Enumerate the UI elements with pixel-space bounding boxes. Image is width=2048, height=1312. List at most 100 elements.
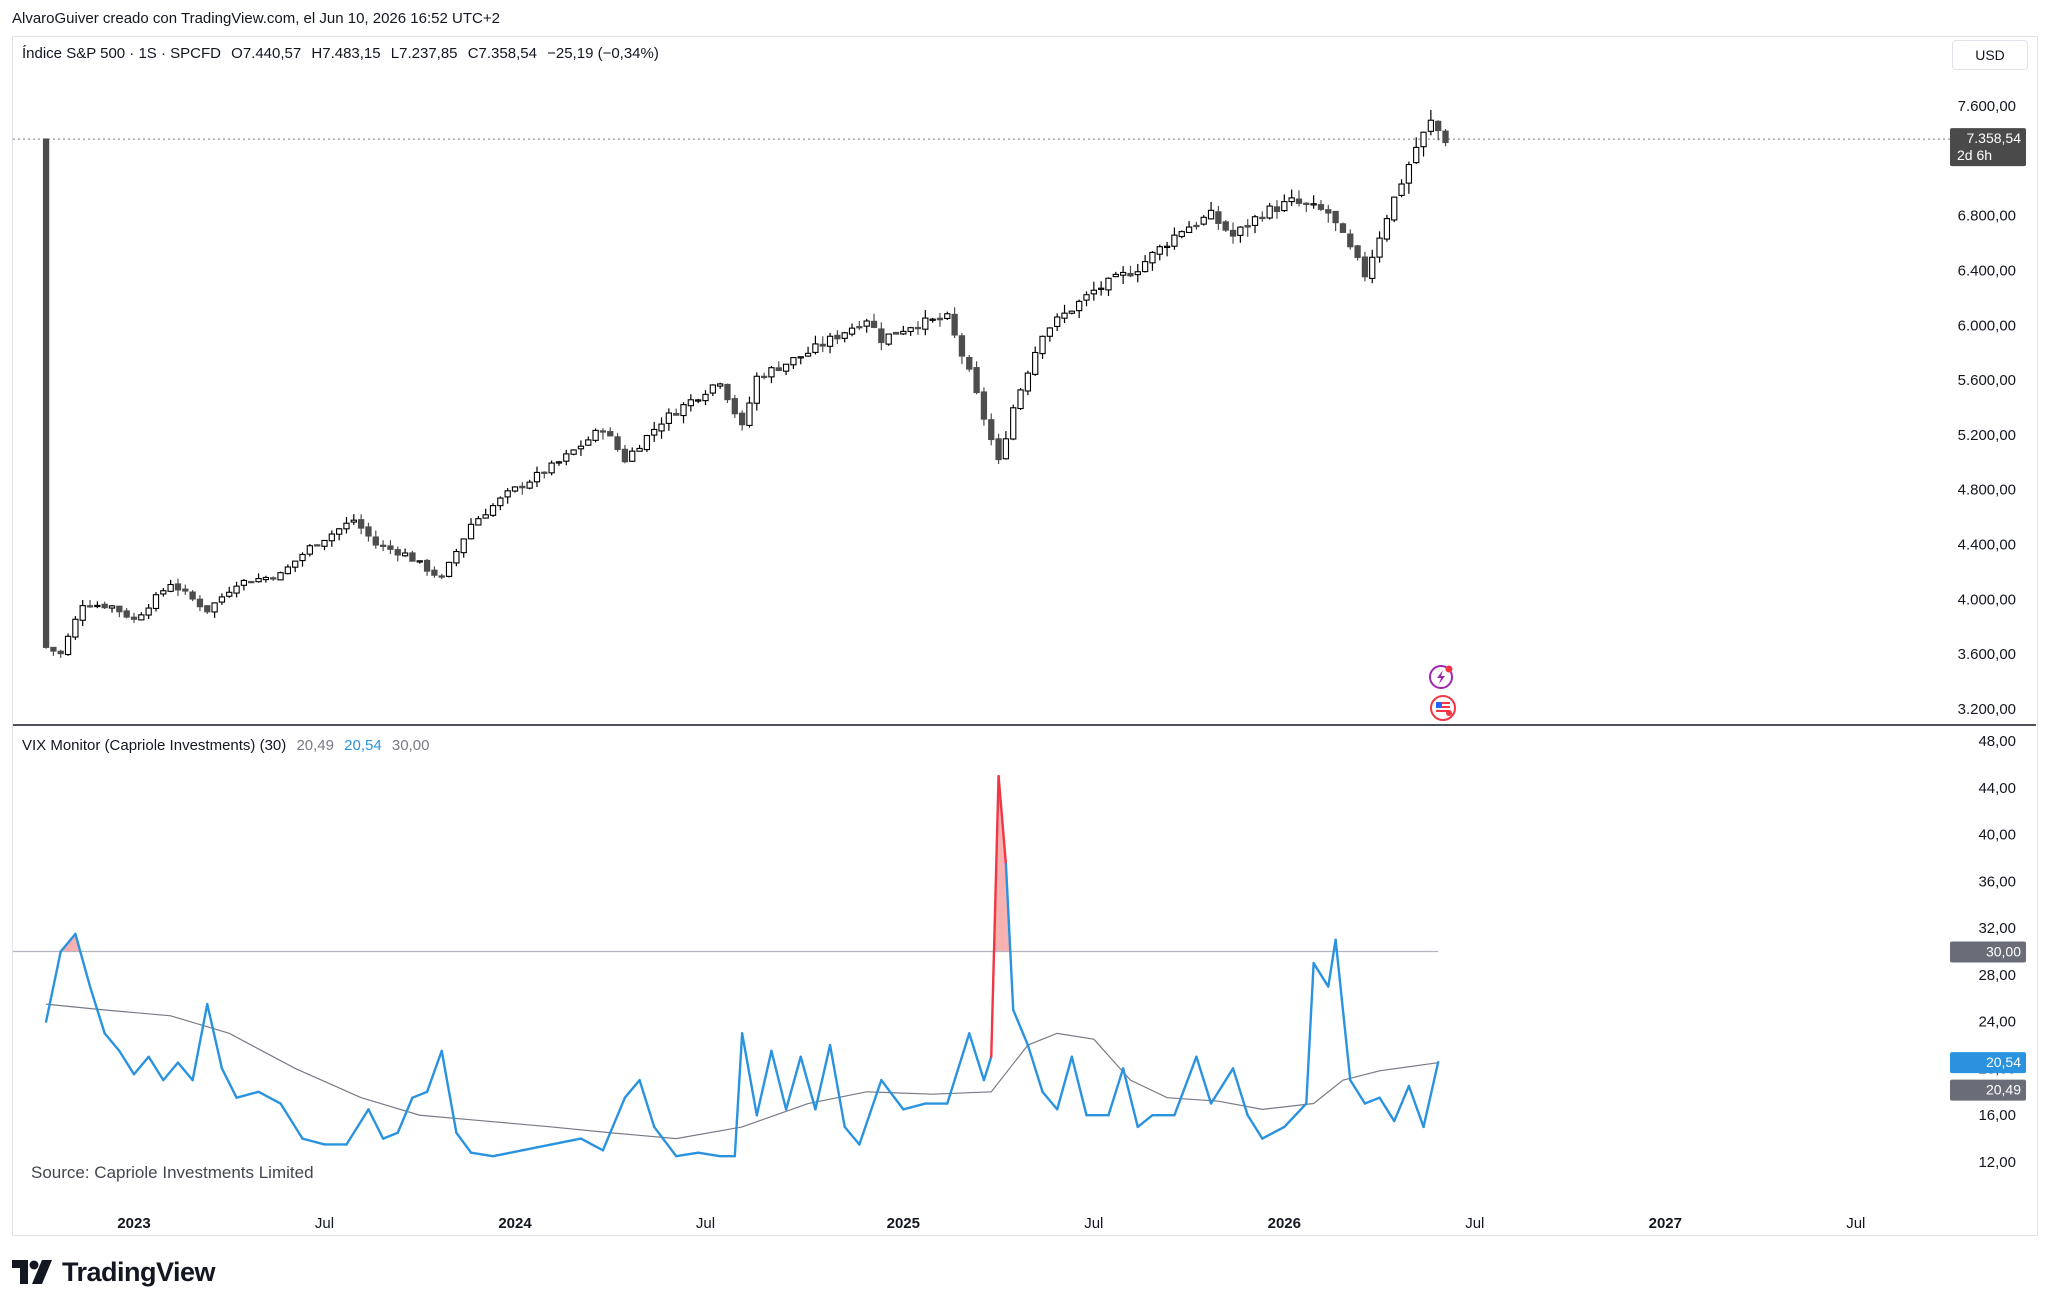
candle-body — [489, 505, 497, 516]
vix-line-segment — [491, 1149, 524, 1158]
time-tick-label: 2026 — [1268, 1215, 1301, 1232]
candle-body — [482, 514, 489, 519]
candle-body — [592, 429, 599, 441]
candle-body — [1244, 224, 1251, 228]
candle-body — [1105, 277, 1112, 291]
currency-button[interactable]: USD — [1952, 40, 2028, 70]
price-tick-label: 7.600,00 — [1958, 98, 2016, 115]
candle-body — [108, 605, 116, 609]
candle-body — [189, 591, 196, 600]
candle-body — [841, 332, 848, 339]
candle-body — [782, 363, 790, 372]
candle-body — [86, 605, 94, 608]
candle-body — [1017, 389, 1024, 410]
chart-frame — [12, 36, 2038, 1236]
candle-body — [321, 539, 328, 547]
price-axis[interactable]: 7.600,00 6.800,00 6.400,00 6.000,00 5.600,00… — [1950, 98, 2026, 718]
candle-body — [174, 583, 182, 591]
candle-body — [1156, 246, 1163, 255]
candle-body — [328, 533, 335, 542]
price-tick-label: 6.400,00 — [1958, 262, 2016, 279]
candle-body — [511, 486, 519, 492]
vix-line-segment — [990, 774, 1000, 1058]
candle-body — [145, 607, 152, 616]
candle-body — [870, 320, 878, 328]
candle-body — [819, 343, 826, 347]
candle-body — [138, 614, 145, 621]
candle-body — [1405, 163, 1413, 184]
candle-body — [196, 598, 204, 608]
candle-body — [1098, 287, 1105, 290]
vix-line-segment — [1283, 1102, 1308, 1129]
time-axis[interactable]: 2023 Jul 2024 Jul 2025 Jul 2026 Jul 2027 Jul — [117, 1215, 1865, 1232]
candle-body — [292, 560, 299, 568]
indicator-title[interactable]: VIX Monitor (Capriole Investments) (30) — [22, 737, 287, 754]
candle-body — [423, 559, 431, 572]
candle-body — [944, 313, 951, 319]
vix-line-segment — [982, 1055, 993, 1082]
candle-body — [394, 549, 401, 556]
us-flag-icon[interactable] — [1430, 695, 1456, 721]
candle-body — [695, 399, 702, 402]
price-tick-label: 5.200,00 — [1958, 427, 2016, 444]
candle-body — [123, 610, 130, 618]
indicator-legend[interactable]: VIX Monitor (Capriole Investments) (30) … — [22, 737, 435, 754]
price-tick-label: 4.400,00 — [1958, 537, 2016, 554]
symbol-title[interactable]: Índice S&P 500 · 1S · SPCFD — [22, 45, 221, 62]
vix-line-segment — [132, 1055, 150, 1076]
vix-line-segment — [469, 1151, 495, 1158]
vix-line-segment — [740, 1032, 758, 1117]
candle-body — [914, 326, 922, 330]
vix-line-segment — [843, 1125, 861, 1146]
vix-line-segment — [455, 1131, 473, 1154]
candle-body — [768, 367, 775, 378]
candle-body — [1361, 256, 1369, 278]
vix-line-segment — [176, 1061, 194, 1082]
vix-line-segment — [367, 1108, 385, 1140]
candle-body — [1010, 407, 1017, 440]
candle-body — [980, 391, 988, 420]
lightning-icon[interactable] — [1429, 665, 1453, 689]
candle-body — [372, 536, 379, 546]
tradingview-logo[interactable]: TradingView — [12, 1255, 216, 1289]
vix-line-segment — [828, 1043, 846, 1129]
vix-line-segment — [257, 1090, 282, 1105]
chart-credit: AlvaroGuiver creado con TradingView.com,… — [12, 10, 500, 27]
candle-body — [1163, 245, 1171, 249]
candle-body — [907, 327, 914, 333]
candle-body — [431, 569, 438, 576]
candle-body — [973, 367, 980, 394]
vix-line-segment — [1349, 1078, 1367, 1105]
event-markers[interactable] — [1429, 665, 1456, 721]
indicator-tick-label: 40,00 — [1978, 827, 2016, 844]
vix-line-segment — [220, 1067, 238, 1099]
ma-last-value-label: 20,49 — [1986, 1082, 2021, 1098]
candle-body — [1237, 226, 1244, 236]
indicator-pane[interactable] — [13, 774, 1440, 1158]
last-price-badge — [1950, 128, 2026, 167]
candle-body — [1427, 119, 1435, 132]
indicator-tick-label: 48,00 — [1978, 733, 2016, 750]
main-legend[interactable]: Índice S&P 500 · 1S · SPCFD O7.440,57 H7… — [22, 45, 665, 62]
candle-body — [460, 538, 467, 554]
candle-body — [1193, 224, 1200, 228]
indicator-tick-label: 12,00 — [1978, 1154, 2016, 1171]
vix-line-segment — [1393, 1084, 1411, 1123]
vix-line-segment — [1041, 1090, 1059, 1111]
indicator-axis[interactable]: 48,0044,0040,0036,0032,0028,0024,0020,00… — [1950, 733, 2026, 1171]
vix-line-segment — [1070, 1055, 1088, 1117]
candle-body — [226, 591, 233, 597]
candle-body — [167, 583, 174, 592]
candle-body — [1119, 271, 1127, 276]
candle-body — [892, 331, 900, 335]
candle-body — [1200, 216, 1207, 225]
vix-line-segment — [1026, 1043, 1044, 1094]
indicator-tick-label: 44,00 — [1978, 780, 2016, 797]
indicator-tick-label: 24,00 — [1978, 1014, 2016, 1031]
candle-body — [607, 431, 614, 437]
price-tick-label: 3.200,00 — [1958, 701, 2016, 718]
candle-body — [1054, 316, 1061, 327]
vix-line-segment — [784, 1055, 802, 1111]
candle-body — [1281, 201, 1288, 212]
